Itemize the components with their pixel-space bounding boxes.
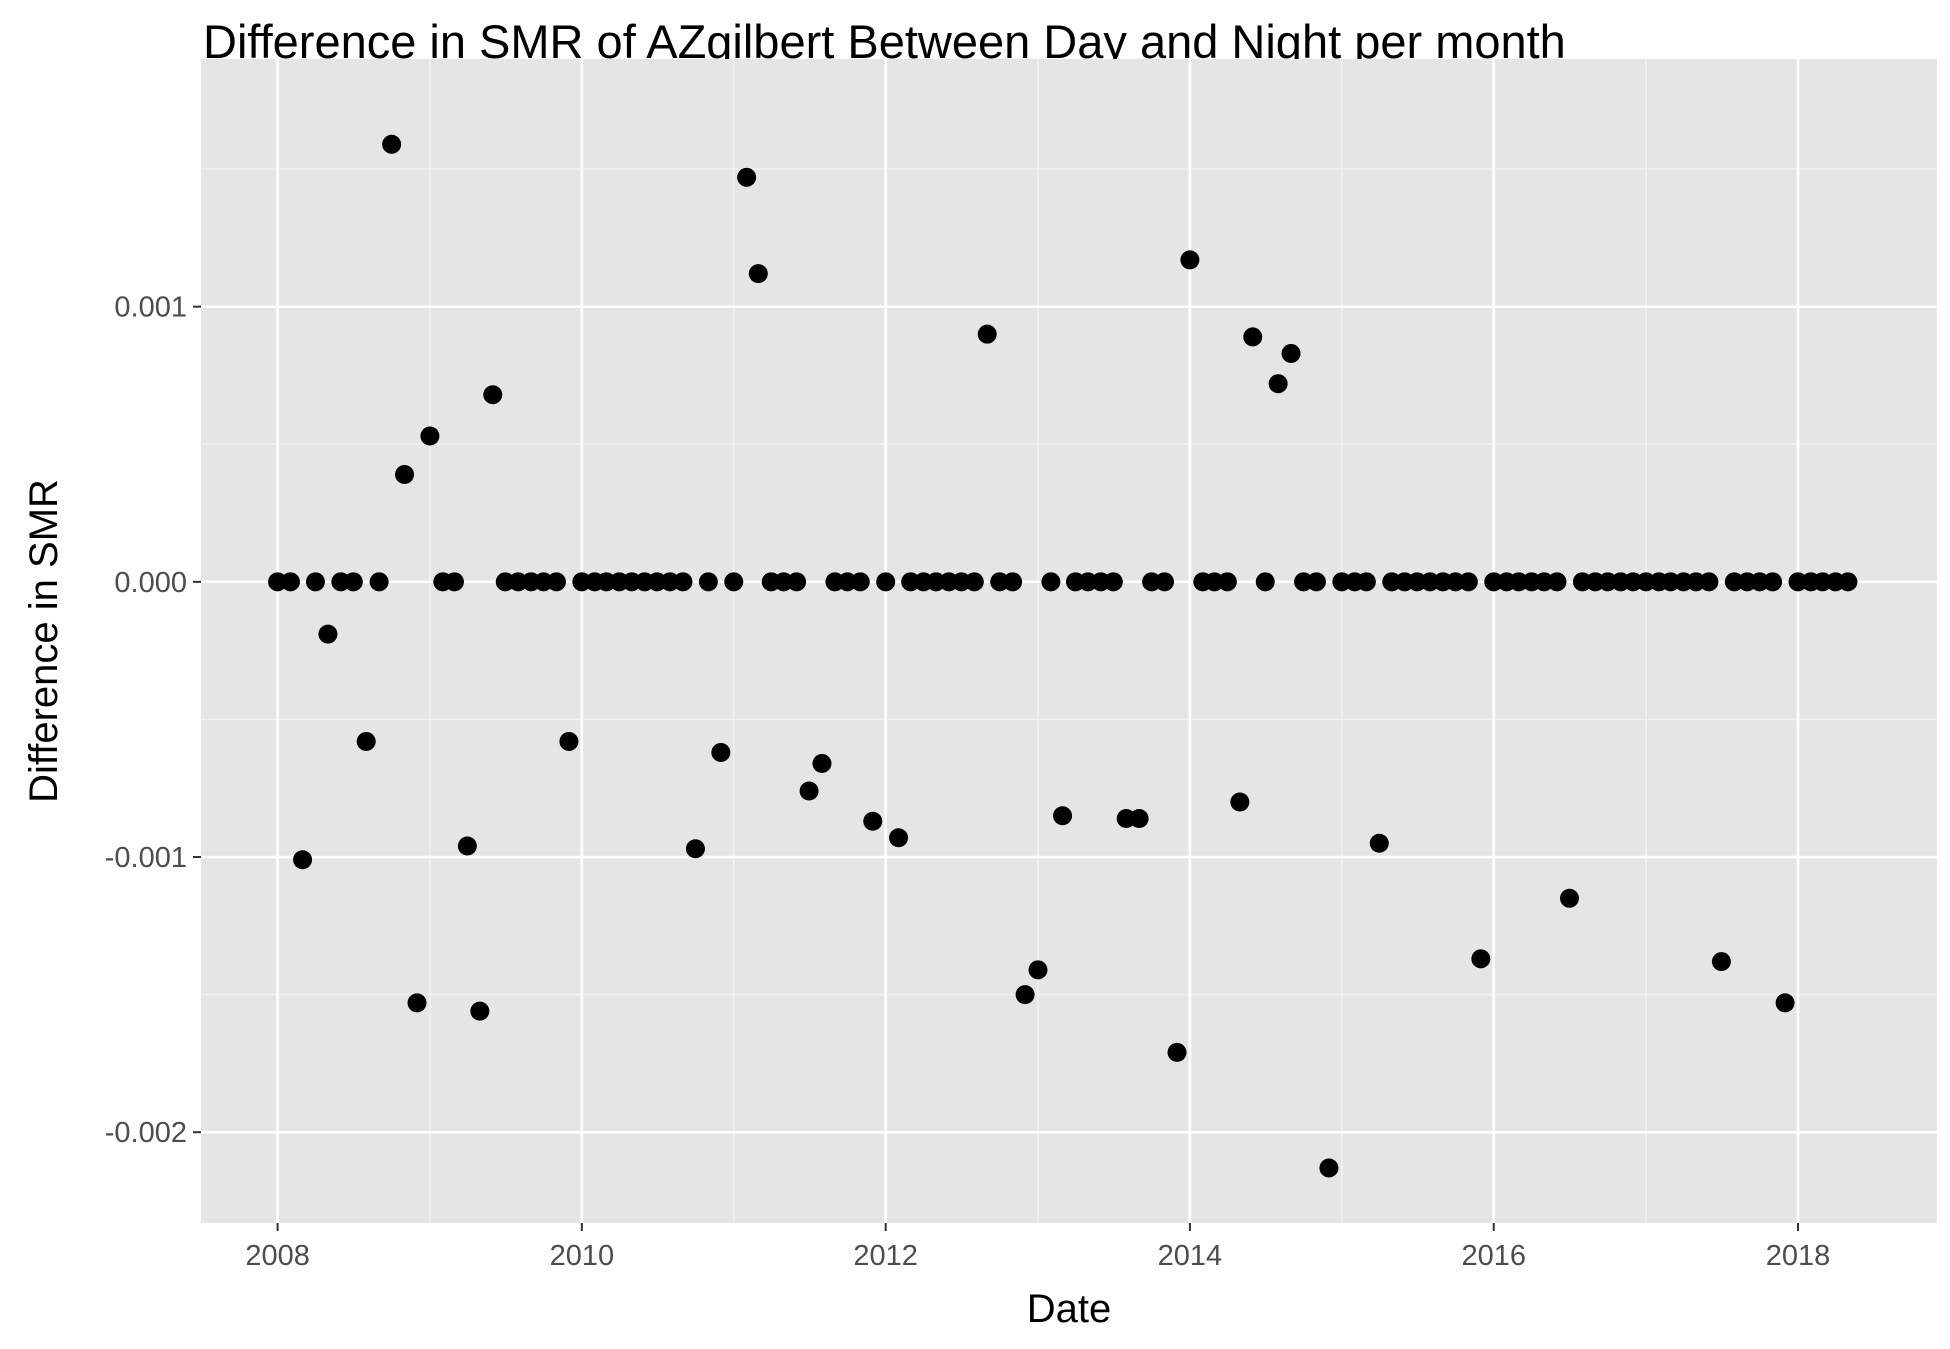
x-tick-label: 2010 <box>550 1240 615 1272</box>
data-point <box>318 624 338 644</box>
data-point <box>356 731 376 751</box>
data-point <box>698 572 718 592</box>
data-point <box>1711 952 1731 972</box>
data-point <box>1053 806 1073 826</box>
data-point <box>395 465 415 485</box>
x-tick-label: 2008 <box>245 1240 310 1272</box>
y-tick-label: 0.000 <box>114 567 187 599</box>
data-point <box>876 572 896 592</box>
data-point <box>748 264 768 284</box>
data-point <box>1129 808 1149 828</box>
data-point <box>889 828 909 848</box>
x-axis-title: Date <box>1027 1287 1112 1331</box>
data-point <box>799 781 819 801</box>
data-point <box>711 742 731 762</box>
data-point <box>1306 572 1326 592</box>
data-point <box>1103 572 1123 592</box>
x-axis-ticks: 2008 2010 2012 2014 2016 2018 <box>245 1223 1830 1272</box>
data-point <box>724 572 744 592</box>
data-point <box>420 426 440 446</box>
data-point <box>1268 374 1288 394</box>
data-point <box>1281 343 1301 363</box>
data-point <box>280 572 300 592</box>
data-point <box>1041 572 1061 592</box>
y-axis-title: Difference in SMR <box>22 479 66 803</box>
data-point <box>685 839 705 859</box>
data-point <box>1167 1042 1187 1062</box>
data-point <box>483 385 503 405</box>
data-point <box>1775 993 1795 1013</box>
data-point <box>1458 572 1478 592</box>
data-point <box>1155 572 1175 592</box>
minor-gridlines <box>201 59 1937 1223</box>
data-point <box>964 572 984 592</box>
data-point <box>382 134 402 154</box>
y-tick-label: -0.002 <box>105 1117 187 1149</box>
data-point <box>1369 833 1389 853</box>
data-point <box>1559 888 1579 908</box>
data-point <box>1699 572 1719 592</box>
data-point <box>1243 327 1263 347</box>
plot-panel <box>201 59 1937 1223</box>
data-point <box>1003 572 1023 592</box>
data-point <box>812 753 832 773</box>
x-tick-label: 2014 <box>1158 1240 1223 1272</box>
data-point <box>673 572 693 592</box>
y-axis-ticks: 0.001 0.000 -0.001 -0.002 <box>105 292 201 1149</box>
data-point <box>863 811 883 831</box>
data-points <box>268 134 1858 1178</box>
data-point <box>1471 949 1491 969</box>
data-point <box>1180 250 1200 270</box>
data-point <box>1230 792 1250 812</box>
data-point <box>305 572 325 592</box>
data-point <box>850 572 870 592</box>
data-point <box>1319 1158 1339 1178</box>
data-point <box>1763 572 1783 592</box>
y-tick-label: 0.001 <box>114 292 187 324</box>
data-point <box>737 167 757 187</box>
data-point <box>1547 572 1567 592</box>
data-point <box>343 572 363 592</box>
data-point <box>1217 572 1237 592</box>
x-tick-label: 2016 <box>1461 1240 1526 1272</box>
data-point <box>407 993 427 1013</box>
x-tick-label: 2018 <box>1766 1240 1831 1272</box>
data-point <box>470 1001 490 1021</box>
data-point <box>1838 572 1858 592</box>
data-point <box>1028 960 1048 980</box>
data-point <box>546 572 566 592</box>
data-point <box>977 324 997 344</box>
data-point <box>1255 572 1275 592</box>
data-point <box>457 836 477 856</box>
data-point <box>1356 572 1376 592</box>
data-point <box>444 572 464 592</box>
x-tick-label: 2012 <box>853 1240 918 1272</box>
y-tick-label: -0.001 <box>105 842 187 874</box>
data-point <box>1015 985 1035 1005</box>
data-point <box>787 572 807 592</box>
data-point <box>369 572 389 592</box>
data-point <box>559 731 579 751</box>
data-point <box>293 850 313 870</box>
